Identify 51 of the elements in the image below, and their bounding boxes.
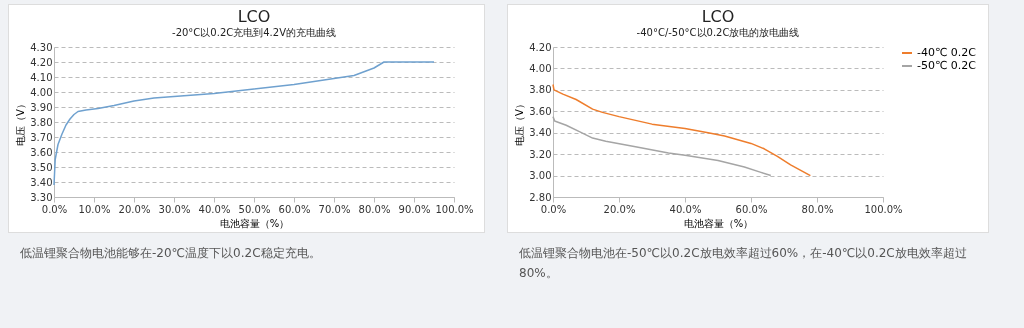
x-tick-label: 40.0% (669, 203, 702, 215)
y-tick-label: 3.30 (30, 191, 53, 203)
y-tick-label: 4.20 (529, 41, 552, 53)
x-tick-label: 30.0% (158, 203, 191, 215)
y-tick-label: 3.00 (529, 170, 552, 182)
x-tick-label: 20.0% (118, 203, 151, 215)
x-tick-label: 0.0% (540, 203, 567, 215)
y-tick-label: 3.60 (529, 105, 552, 117)
line-series (552, 83, 812, 177)
legend-label: -50℃ 0.2C (917, 59, 977, 72)
x-tick-label: 40.0% (198, 203, 231, 215)
x-tick-label: 80.0% (801, 203, 834, 215)
x-tick-label: 0.0% (41, 203, 68, 215)
x-tick-label: 100.0% (864, 203, 903, 215)
y-tick-label: 3.90 (30, 101, 53, 113)
x-tick-label: 10.0% (78, 203, 111, 215)
y-axis-title: 电压（V） (514, 99, 526, 146)
y-tick-label: 4.10 (30, 71, 53, 83)
chart-title: LCO (701, 7, 735, 26)
x-tick-label: 70.0% (318, 203, 351, 215)
y-tick-label: 3.80 (529, 84, 552, 96)
y-axis-title: 电压（V） (15, 99, 27, 146)
x-tick-label: 50.0% (238, 203, 271, 215)
x-tick-label: 80.0% (358, 203, 391, 215)
y-tick-label: 3.40 (529, 127, 552, 139)
chart-title: LCO (237, 7, 271, 26)
x-axis-title: 电池容量（%） (219, 217, 290, 229)
x-tick-label: 100.0% (435, 203, 474, 215)
x-axis-title: 电池容量（%） (683, 217, 754, 229)
x-tick-label: 20.0% (603, 203, 636, 215)
x-tick-label: 60.0% (735, 203, 768, 215)
y-tick-label: 3.70 (30, 131, 53, 143)
y-tick-label: 4.00 (30, 86, 53, 98)
legend-label: -40℃ 0.2C (917, 46, 977, 59)
y-tick-label: 3.80 (30, 116, 53, 128)
chart-subtitle: -40°C/-50°C以0.2C放电的放电曲线 (636, 27, 800, 38)
y-tick-label: 4.30 (30, 41, 53, 53)
x-tick-label: 60.0% (278, 203, 311, 215)
x-tick-label: 90.0% (398, 203, 431, 215)
text: 低温锂聚合物电池在-50℃以0.2C放电效率超过60%，在-40℃以0.2C放电效率超过80%。 (518, 245, 968, 282)
y-tick-label: 4.20 (30, 56, 53, 68)
y-tick-label: 3.50 (30, 161, 53, 173)
text: 低温锂聚合物电池能够在-20℃温度下以0.2C稳定充电。 (19, 245, 322, 262)
y-tick-label: 4.00 (529, 62, 552, 74)
y-tick-label: 3.20 (529, 148, 552, 160)
y-tick-label: 3.60 (30, 146, 53, 158)
y-tick-label: 3.40 (30, 176, 53, 188)
line-series (53, 61, 435, 186)
chart-subtitle: -20°C以0.2C充电到4.2V的充电曲线 (172, 27, 336, 38)
line-series (552, 115, 772, 177)
y-tick-label: 2.80 (529, 191, 552, 203)
